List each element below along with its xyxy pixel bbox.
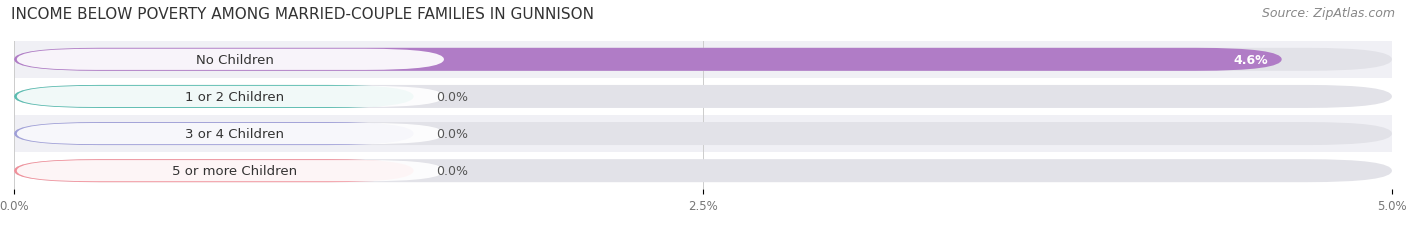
FancyBboxPatch shape <box>17 86 444 108</box>
FancyBboxPatch shape <box>14 122 1392 146</box>
Text: 5 or more Children: 5 or more Children <box>172 164 297 177</box>
Text: 0.0%: 0.0% <box>436 91 468 103</box>
Text: 3 or 4 Children: 3 or 4 Children <box>186 128 284 140</box>
Text: 0.0%: 0.0% <box>436 128 468 140</box>
Text: 4.6%: 4.6% <box>1233 54 1268 67</box>
FancyBboxPatch shape <box>14 49 1282 72</box>
FancyBboxPatch shape <box>17 160 444 182</box>
Text: INCOME BELOW POVERTY AMONG MARRIED-COUPLE FAMILIES IN GUNNISON: INCOME BELOW POVERTY AMONG MARRIED-COUPL… <box>11 7 595 22</box>
Bar <box>14 79 1392 116</box>
Text: Source: ZipAtlas.com: Source: ZipAtlas.com <box>1261 7 1395 20</box>
FancyBboxPatch shape <box>14 159 1392 182</box>
FancyBboxPatch shape <box>17 123 444 145</box>
Bar <box>14 42 1392 79</box>
Text: 0.0%: 0.0% <box>436 164 468 177</box>
FancyBboxPatch shape <box>14 122 413 146</box>
Text: 1 or 2 Children: 1 or 2 Children <box>186 91 284 103</box>
FancyBboxPatch shape <box>14 159 413 182</box>
Bar <box>14 152 1392 189</box>
FancyBboxPatch shape <box>17 49 444 71</box>
FancyBboxPatch shape <box>14 85 1392 109</box>
FancyBboxPatch shape <box>14 85 413 109</box>
FancyBboxPatch shape <box>14 49 1392 72</box>
Text: No Children: No Children <box>195 54 273 67</box>
Bar <box>14 116 1392 152</box>
